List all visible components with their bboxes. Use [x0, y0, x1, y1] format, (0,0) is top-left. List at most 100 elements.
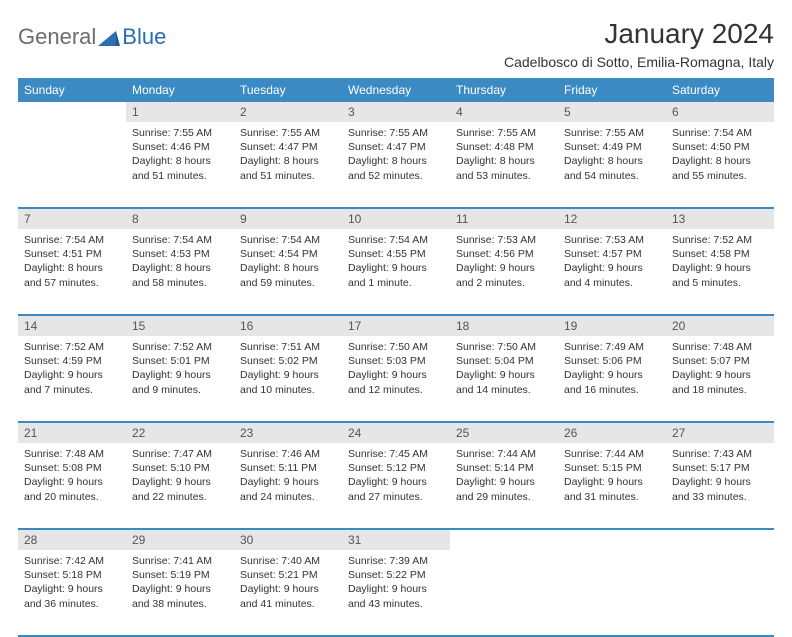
daylight-text: Daylight: 9 hours and 5 minutes. — [672, 261, 768, 289]
page-header: General Blue January 2024 Cadelbosco di … — [18, 18, 774, 70]
title-block: January 2024 Cadelbosco di Sotto, Emilia… — [504, 18, 774, 70]
daylight-text: Daylight: 9 hours and 4 minutes. — [564, 261, 660, 289]
location-text: Cadelbosco di Sotto, Emilia-Romagna, Ita… — [504, 54, 774, 70]
day-number-cell: 28 — [18, 529, 126, 550]
day-header: Friday — [558, 78, 666, 102]
sunrise-text: Sunrise: 7:47 AM — [132, 447, 228, 461]
daylight-text: Daylight: 9 hours and 16 minutes. — [564, 368, 660, 396]
sunrise-text: Sunrise: 7:55 AM — [456, 126, 552, 140]
sunrise-text: Sunrise: 7:52 AM — [24, 340, 120, 354]
day-cell: Sunrise: 7:44 AMSunset: 5:14 PMDaylight:… — [450, 443, 558, 529]
daylight-text: Daylight: 9 hours and 7 minutes. — [24, 368, 120, 396]
daylight-text: Daylight: 9 hours and 36 minutes. — [24, 582, 120, 610]
day-cell: Sunrise: 7:40 AMSunset: 5:21 PMDaylight:… — [234, 550, 342, 636]
sunset-text: Sunset: 4:51 PM — [24, 247, 120, 261]
sunset-text: Sunset: 4:46 PM — [132, 140, 228, 154]
day-number-cell: 22 — [126, 422, 234, 443]
day-cell: Sunrise: 7:50 AMSunset: 5:03 PMDaylight:… — [342, 336, 450, 422]
day-number-cell: 21 — [18, 422, 126, 443]
day-header-row: Sunday Monday Tuesday Wednesday Thursday… — [18, 78, 774, 102]
sunrise-text: Sunrise: 7:39 AM — [348, 554, 444, 568]
day-number-cell: 2 — [234, 102, 342, 122]
sunset-text: Sunset: 5:02 PM — [240, 354, 336, 368]
week-row: Sunrise: 7:42 AMSunset: 5:18 PMDaylight:… — [18, 550, 774, 636]
daylight-text: Daylight: 8 hours and 54 minutes. — [564, 154, 660, 182]
sunset-text: Sunset: 5:01 PM — [132, 354, 228, 368]
day-cell: Sunrise: 7:52 AMSunset: 4:58 PMDaylight:… — [666, 229, 774, 315]
sunrise-text: Sunrise: 7:55 AM — [240, 126, 336, 140]
day-number-cell: 8 — [126, 208, 234, 229]
day-number-cell: 14 — [18, 315, 126, 336]
sunrise-text: Sunrise: 7:53 AM — [564, 233, 660, 247]
day-cell: Sunrise: 7:41 AMSunset: 5:19 PMDaylight:… — [126, 550, 234, 636]
sunset-text: Sunset: 4:49 PM — [564, 140, 660, 154]
daylight-text: Daylight: 8 hours and 52 minutes. — [348, 154, 444, 182]
sunset-text: Sunset: 5:12 PM — [348, 461, 444, 475]
day-number-cell: 4 — [450, 102, 558, 122]
sunrise-text: Sunrise: 7:55 AM — [348, 126, 444, 140]
day-cell: Sunrise: 7:49 AMSunset: 5:06 PMDaylight:… — [558, 336, 666, 422]
sunrise-text: Sunrise: 7:49 AM — [564, 340, 660, 354]
day-number-cell: 19 — [558, 315, 666, 336]
day-header: Sunday — [18, 78, 126, 102]
day-header: Tuesday — [234, 78, 342, 102]
day-number-cell: 13 — [666, 208, 774, 229]
sunset-text: Sunset: 4:56 PM — [456, 247, 552, 261]
day-number-row: 28293031 — [18, 529, 774, 550]
day-cell: Sunrise: 7:55 AMSunset: 4:48 PMDaylight:… — [450, 122, 558, 208]
day-header: Wednesday — [342, 78, 450, 102]
day-number-cell — [666, 529, 774, 550]
day-number-cell: 10 — [342, 208, 450, 229]
sunset-text: Sunset: 5:17 PM — [672, 461, 768, 475]
sunrise-text: Sunrise: 7:43 AM — [672, 447, 768, 461]
sunset-text: Sunset: 5:21 PM — [240, 568, 336, 582]
week-row: Sunrise: 7:48 AMSunset: 5:08 PMDaylight:… — [18, 443, 774, 529]
day-cell: Sunrise: 7:39 AMSunset: 5:22 PMDaylight:… — [342, 550, 450, 636]
day-cell — [18, 122, 126, 208]
week-row: Sunrise: 7:55 AM Sunset: 4:46 PM Daylight:… — [18, 122, 774, 208]
sunrise-text: Sunrise: 7:54 AM — [132, 233, 228, 247]
day-number-cell: 12 — [558, 208, 666, 229]
day-cell: Sunrise: 7:54 AMSunset: 4:51 PMDaylight:… — [18, 229, 126, 315]
day-number-cell: 29 — [126, 529, 234, 550]
sunset-text: Sunset: 4:54 PM — [240, 247, 336, 261]
day-number-cell: 31 — [342, 529, 450, 550]
daylight-text: Daylight: 8 hours and 55 minutes. — [672, 154, 768, 182]
daylight-text: Daylight: 9 hours and 33 minutes. — [672, 475, 768, 503]
day-number-cell: 7 — [18, 208, 126, 229]
brand-text-general: General — [18, 24, 96, 50]
day-number-cell — [558, 529, 666, 550]
day-number-cell: 1 — [126, 102, 234, 122]
day-cell: Sunrise: 7:54 AMSunset: 4:54 PMDaylight:… — [234, 229, 342, 315]
day-number-cell: 17 — [342, 315, 450, 336]
sunrise-text: Sunrise: 7:52 AM — [672, 233, 768, 247]
sunrise-text: Sunrise: 7:46 AM — [240, 447, 336, 461]
sunrise-text: Sunrise: 7:54 AM — [24, 233, 120, 247]
daylight-text: Daylight: 9 hours and 2 minutes. — [456, 261, 552, 289]
day-number-cell: 27 — [666, 422, 774, 443]
day-number-cell: 24 — [342, 422, 450, 443]
sunset-text: Sunset: 5:18 PM — [24, 568, 120, 582]
day-cell — [666, 550, 774, 636]
sunset-text: Sunset: 4:58 PM — [672, 247, 768, 261]
daylight-text: Daylight: 9 hours and 31 minutes. — [564, 475, 660, 503]
sunset-text: Sunset: 5:15 PM — [564, 461, 660, 475]
day-number-cell — [18, 102, 126, 122]
day-cell: Sunrise: 7:55 AMSunset: 4:46 PMDaylight:… — [126, 122, 234, 208]
sunset-text: Sunset: 5:08 PM — [24, 461, 120, 475]
day-cell: Sunrise: 7:50 AMSunset: 5:04 PMDaylight:… — [450, 336, 558, 422]
sunset-text: Sunset: 4:59 PM — [24, 354, 120, 368]
day-number-cell: 6 — [666, 102, 774, 122]
daylight-text: Daylight: 9 hours and 22 minutes. — [132, 475, 228, 503]
daylight-text: Daylight: 9 hours and 18 minutes. — [672, 368, 768, 396]
day-number-row: 14151617181920 — [18, 315, 774, 336]
daylight-text: Daylight: 9 hours and 14 minutes. — [456, 368, 552, 396]
day-cell: Sunrise: 7:55 AMSunset: 4:47 PMDaylight:… — [342, 122, 450, 208]
day-cell: Sunrise: 7:51 AMSunset: 5:02 PMDaylight:… — [234, 336, 342, 422]
daylight-text: Daylight: 9 hours and 10 minutes. — [240, 368, 336, 396]
day-cell: Sunrise: 7:45 AMSunset: 5:12 PMDaylight:… — [342, 443, 450, 529]
sunrise-text: Sunrise: 7:54 AM — [348, 233, 444, 247]
sunset-text: Sunset: 4:53 PM — [132, 247, 228, 261]
day-number-cell: 23 — [234, 422, 342, 443]
sunset-text: Sunset: 5:22 PM — [348, 568, 444, 582]
